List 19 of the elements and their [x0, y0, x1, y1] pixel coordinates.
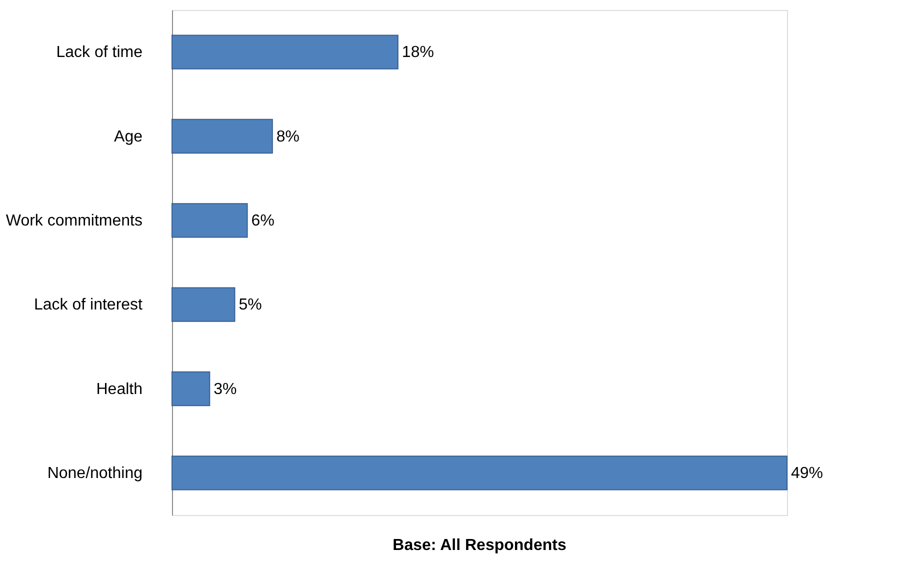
data-label: 5% [238, 296, 262, 314]
y-tick-label: Lack of time [56, 44, 143, 62]
bar [172, 34, 398, 70]
bar [172, 118, 273, 154]
y-tick-label: None/nothing [47, 464, 142, 482]
data-label: 18% [402, 44, 434, 62]
y-tick-label: Work commitments [6, 212, 142, 230]
text: Base: All Respondents [392, 537, 566, 554]
data-label: 6% [251, 212, 274, 230]
bar [172, 203, 248, 238]
data-label: 49% [791, 464, 824, 482]
y-tick-label: Age [114, 128, 143, 146]
bar [172, 287, 236, 322]
data-label: 3% [214, 380, 237, 398]
y-tick-label: Lack of interest [34, 296, 144, 314]
bar [172, 456, 788, 490]
data-label: 8% [276, 128, 300, 146]
y-tick-label: Health [96, 380, 142, 398]
bar [172, 371, 210, 406]
